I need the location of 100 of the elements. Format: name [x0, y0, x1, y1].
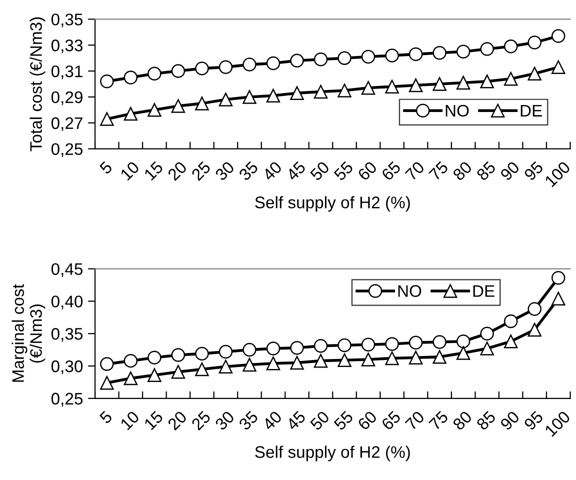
x-tick-label: 40 — [262, 410, 282, 432]
point — [480, 326, 494, 340]
x-tick-label: 35 — [238, 410, 259, 431]
point — [171, 99, 186, 113]
point — [314, 52, 328, 66]
x-tick-label: 65 — [380, 410, 402, 431]
x-tick-label: 5 — [99, 410, 113, 424]
point — [456, 346, 470, 360]
x-tick-label: 30 — [214, 410, 235, 431]
x-tick-label: 10 — [120, 410, 140, 430]
point — [361, 81, 376, 95]
point — [551, 270, 566, 285]
y-tick-label: 0,35 — [51, 328, 83, 342]
x-tick-label: 40 — [262, 160, 282, 182]
point — [385, 80, 399, 94]
point — [242, 58, 256, 72]
point — [338, 353, 352, 368]
point — [124, 354, 138, 368]
point — [171, 364, 186, 379]
y-tick-label: 0,25 — [51, 392, 83, 407]
x-tick-label: 85 — [476, 410, 496, 431]
y-tick-label: 0,33 — [51, 40, 83, 54]
point — [408, 47, 423, 62]
point — [432, 46, 446, 60]
y-tick-label: 0,40 — [51, 296, 83, 310]
x-tick-label: 20 — [167, 160, 188, 182]
point — [100, 357, 114, 371]
x-tick-label: 65 — [380, 160, 402, 182]
x-tick-label: 45 — [286, 410, 306, 432]
point — [290, 356, 304, 370]
x-tick-label: 55 — [333, 410, 354, 431]
y-tick-label: 0,25 — [51, 143, 83, 157]
x-axis-title: Self supply of H2 (%) — [255, 446, 410, 462]
x-tick-label: 50 — [309, 160, 330, 182]
point — [361, 352, 376, 366]
point — [456, 44, 470, 58]
point — [218, 60, 233, 74]
point — [290, 340, 304, 355]
x-tick-label: 95 — [523, 160, 544, 182]
x-tick-label: 100 — [544, 410, 571, 437]
x-tick-label: 90 — [500, 160, 520, 182]
point — [266, 56, 280, 70]
y-axis-title: Marginal cost (€/Nm3) — [12, 284, 46, 382]
point — [528, 66, 542, 81]
legend-label: NO — [398, 285, 422, 297]
x-tick-label: 75 — [428, 410, 449, 431]
point — [480, 342, 494, 356]
y-tick-label: 0,35 — [51, 14, 83, 28]
point — [528, 36, 542, 50]
point — [171, 64, 186, 78]
x-tick-label: 95 — [523, 410, 544, 431]
y-tick-label: 0,45 — [51, 263, 83, 277]
x-tick-label: 55 — [333, 160, 354, 182]
x-tick-label: 70 — [404, 410, 426, 431]
point — [528, 302, 542, 316]
x-tick-label: 60 — [357, 160, 378, 182]
x-tick-label: 25 — [190, 160, 212, 182]
point — [218, 360, 233, 374]
point — [504, 314, 518, 328]
point — [480, 42, 494, 56]
point — [124, 106, 138, 121]
x-tick-label: 90 — [500, 410, 520, 431]
point — [195, 62, 209, 76]
x-tick-label: 10 — [120, 160, 140, 181]
y-tick-label: 0,29 — [51, 91, 82, 106]
point — [504, 40, 518, 54]
point — [504, 72, 518, 86]
point — [124, 70, 138, 84]
x-tick-label: 100 — [544, 160, 571, 188]
point — [195, 362, 209, 376]
x-tick-label: 50 — [309, 410, 330, 431]
x-tick-label: 45 — [286, 160, 306, 182]
point — [314, 84, 328, 99]
point — [218, 344, 233, 359]
point — [148, 66, 162, 81]
point — [242, 342, 256, 357]
x-tick-label: 15 — [144, 410, 164, 430]
x-tick-label: 25 — [190, 410, 212, 431]
point — [551, 292, 566, 306]
point — [218, 92, 233, 106]
point — [314, 354, 328, 368]
point — [480, 74, 494, 88]
point — [456, 334, 470, 348]
point — [100, 74, 114, 88]
point — [266, 342, 280, 356]
point — [551, 60, 566, 74]
point — [385, 337, 399, 351]
point — [148, 350, 162, 364]
x-tick-label: 60 — [357, 410, 378, 431]
point — [408, 350, 423, 364]
point — [124, 371, 138, 386]
point — [195, 96, 209, 110]
point — [314, 339, 328, 353]
point — [148, 368, 162, 382]
point — [408, 336, 423, 350]
point — [432, 77, 446, 91]
point — [290, 54, 304, 68]
point — [385, 48, 399, 62]
legend-label: NO — [446, 104, 469, 117]
x-axis-title: Self supply of H2 (%) — [255, 196, 410, 212]
